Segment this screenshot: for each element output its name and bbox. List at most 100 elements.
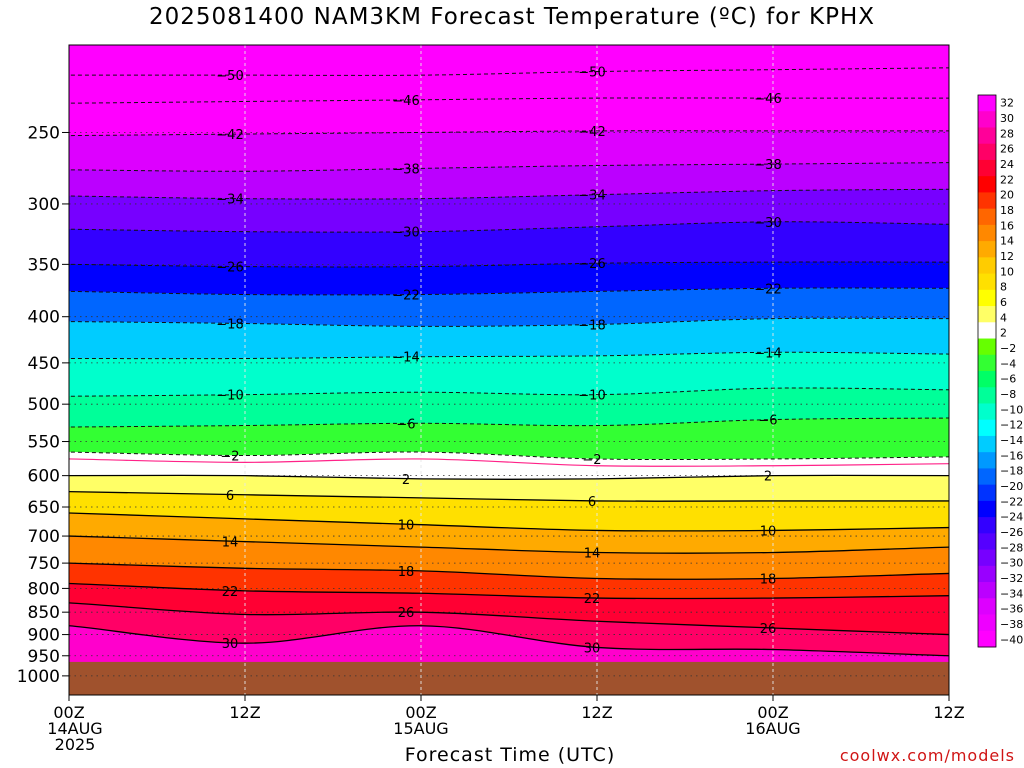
contour-label: −38 (754, 158, 781, 173)
temperature-band (69, 97, 949, 136)
colorbar-swatch (978, 224, 996, 242)
colorbar-swatch (978, 176, 996, 193)
colorbar-label: 14 (1000, 235, 1014, 248)
colorbar-swatch (978, 387, 996, 404)
colorbar-label: −32 (1000, 572, 1023, 585)
colorbar-frame (977, 94, 997, 648)
x-tick-label: 16AUG (745, 719, 800, 738)
contour-label: −6 (758, 414, 777, 429)
colorbar-label: −6 (1000, 373, 1016, 386)
x-tick-label: 12Z (933, 703, 964, 722)
colorbar-swatch (978, 241, 996, 258)
x-tick-label: 14AUG (47, 719, 102, 738)
colorbar-label: 32 (1000, 97, 1014, 110)
contour-label: 26 (398, 606, 415, 621)
colorbar-label: 28 (1000, 127, 1014, 140)
colorbar-label: −4 (1000, 357, 1016, 370)
colorbar-label: −40 (1000, 633, 1023, 646)
freezing-level-line (69, 458, 949, 467)
colorbar-label: −16 (1000, 449, 1023, 462)
chart-title: 2025081400 NAM3KM Forecast Temperature (… (148, 4, 876, 30)
colorbar-label: 4 (1000, 311, 1007, 324)
contour-line--18 (69, 317, 949, 327)
contour-label: 10 (760, 524, 777, 539)
contour-line--26 (69, 261, 949, 268)
colorbar-label: 2 (1000, 327, 1007, 340)
ground-below-surface (69, 661, 949, 695)
colorbar-swatch (978, 598, 996, 615)
colorbar-label: −28 (1000, 541, 1023, 554)
colorbar-swatch (978, 549, 996, 567)
colorbar-swatch (978, 565, 996, 583)
contour-label: 30 (584, 641, 601, 656)
colorbar-swatch (978, 111, 996, 128)
contour-label: −22 (754, 282, 781, 297)
colorbar-label: 26 (1000, 143, 1014, 156)
contour-line-14 (69, 535, 949, 554)
colorbar-label: −24 (1000, 511, 1023, 524)
colorbar-swatch (978, 192, 996, 210)
colorbar-swatch (978, 403, 996, 421)
contour-label: −18 (216, 318, 243, 333)
x-tick-label: 00Z (757, 703, 788, 722)
colorbar-swatch (978, 630, 996, 648)
contour-line-26 (69, 602, 949, 636)
contour-label: 6 (588, 495, 596, 510)
contour-line-2 (69, 474, 949, 480)
y-tick-label: 950 (28, 647, 60, 667)
contour-label: −18 (578, 318, 605, 333)
contour-line--2 (69, 451, 949, 461)
y-tick-label: 500 (28, 395, 60, 415)
colorbar-label: −10 (1000, 403, 1023, 416)
contour-label: −2 (582, 453, 601, 468)
contour-label: −34 (578, 189, 605, 204)
contour-label: −42 (578, 125, 605, 140)
contour-label: −2 (220, 450, 239, 465)
y-tick-label: 400 (28, 308, 60, 328)
credit-link[interactable]: coolwx.com/models (839, 746, 1015, 765)
contour-label: 14 (584, 547, 601, 562)
plot-frame (68, 44, 950, 696)
colorbar-label: −36 (1000, 603, 1023, 616)
colorbar-label: −8 (1000, 388, 1016, 401)
x-tick-label: 2025 (55, 735, 96, 754)
colorbar-label: −18 (1000, 465, 1023, 478)
contour-label: 6 (226, 489, 234, 504)
contour-label: 22 (222, 585, 239, 600)
contour-label: −22 (392, 289, 419, 304)
contour-label: −50 (216, 69, 243, 84)
y-tick-label: 700 (28, 527, 60, 547)
x-tick-label: 12Z (229, 703, 260, 722)
contour-label: −26 (578, 257, 605, 272)
contour-label: −10 (578, 389, 605, 404)
colorbar-swatch (978, 517, 996, 534)
contour-label: −26 (216, 261, 243, 276)
contour-label: 30 (222, 637, 239, 652)
contour-line-6 (69, 490, 949, 502)
contour-label: −10 (216, 389, 243, 404)
y-tick-label: 1000 (17, 667, 60, 687)
colorbar-label: −20 (1000, 480, 1023, 493)
colorbar-label: 20 (1000, 189, 1014, 202)
y-tick-label: 750 (28, 554, 60, 574)
contour-label: 22 (584, 592, 601, 607)
colorbar-label: −34 (1000, 587, 1023, 600)
contour-label: −14 (754, 346, 781, 361)
colorbar-label: −22 (1000, 495, 1023, 508)
colorbar-swatch (978, 533, 996, 550)
x-tick-label: 15AUG (393, 719, 448, 738)
y-tick-label: 650 (28, 498, 60, 518)
contour-label: −30 (392, 226, 419, 241)
x-tick-label: 12Z (581, 703, 612, 722)
contour-label: −14 (392, 351, 419, 366)
y-tick-label: 850 (28, 603, 60, 623)
contour-line--46 (69, 97, 949, 104)
contour-label: 26 (760, 622, 777, 637)
colorbar-label: 6 (1000, 296, 1007, 309)
contour-label: 2 (764, 470, 772, 485)
contour-line-22 (69, 582, 949, 600)
colorbar-label: −2 (1000, 342, 1016, 355)
colorbar-label: −30 (1000, 557, 1023, 570)
x-tick-label: 00Z (405, 703, 436, 722)
colorbar-swatch (978, 306, 996, 323)
